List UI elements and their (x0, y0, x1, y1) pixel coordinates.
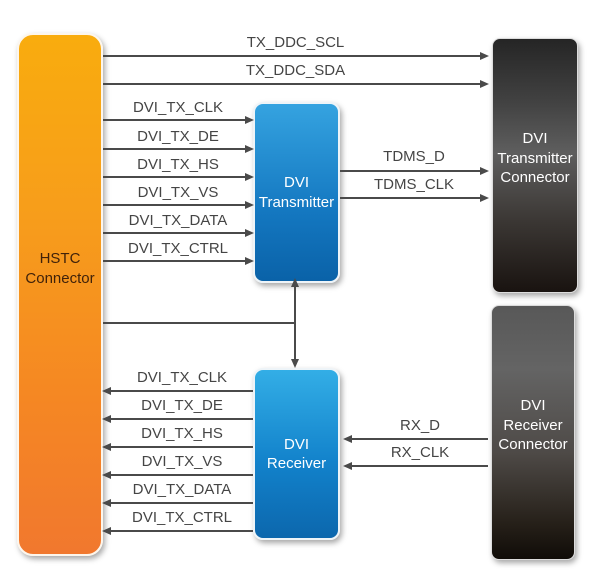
signal-label-dvi-tx-vs: DVI_TX_VS (137, 184, 219, 201)
bidirectional-arrow-transmitter-receiver (291, 278, 298, 368)
dvi-receiver-connector-label: DVI Receiver Connector (498, 397, 568, 454)
wire-tx-ddc-scl-arrow-right (103, 52, 489, 59)
wire-dvi-tx-clk-arrow-right (103, 116, 254, 123)
wire-rx-dvi-tx-hs-arrow-left (102, 443, 253, 450)
block-dvi-transmitter-connector: DVI Transmitter Connector (492, 38, 578, 293)
dvi-transmitter-label: DVI Transmitter (258, 174, 335, 211)
block-dvi-receiver: DVI Receiver (253, 368, 340, 540)
block-dvi-transmitter: DVI Transmitter (253, 102, 340, 283)
signal-label-dvi-tx-clk: DVI_TX_CLK (132, 99, 224, 116)
wire-tdms-d-arrow-right (340, 167, 489, 174)
signal-label-rx-dvi-tx-de: DVI_TX_DE (141, 397, 223, 414)
wire-tx-ddc-sda-arrow-right (103, 80, 489, 87)
signal-label-rx-dvi-tx-hs: DVI_TX_HS (141, 425, 223, 442)
wire-rx-dvi-tx-vs-arrow-left (102, 471, 253, 478)
signal-label-rx-dvi-tx-vs: DVI_TX_VS (141, 453, 223, 470)
wire-hstc-loopback (103, 322, 295, 324)
signal-label-rx-dvi-tx-ctrl: DVI_TX_CTRL (131, 509, 233, 526)
signal-label-dvi-tx-ctrl: DVI_TX_CTRL (127, 240, 229, 257)
signal-label-dvi-tx-hs: DVI_TX_HS (137, 156, 219, 173)
wire-rx-dvi-tx-clk-arrow-left (102, 387, 253, 394)
wire-dvi-tx-data-arrow-right (103, 229, 254, 236)
wire-tdms-clk-arrow-right (340, 194, 489, 201)
wire-dvi-tx-ctrl-arrow-right (103, 257, 254, 264)
wire-rx-clk-arrow-left (343, 462, 488, 469)
block-dvi-receiver-connector: DVI Receiver Connector (491, 305, 575, 560)
wire-rx-dvi-tx-ctrl-arrow-left (102, 527, 253, 534)
signal-label-tx-ddc-scl: TX_DDC_SCL (246, 34, 345, 51)
signal-label-rx-clk: RX_CLK (390, 444, 450, 461)
signal-label-rx-d: RX_D (399, 417, 440, 434)
dvi-transmitter-connector-label: DVI Transmitter Connector (497, 130, 573, 187)
signal-label-rx-dvi-tx-clk: DVI_TX_CLK (136, 369, 228, 386)
signal-label-rx-dvi-tx-data: DVI_TX_DATA (132, 481, 232, 498)
signal-label-dvi-tx-de: DVI_TX_DE (137, 128, 219, 145)
wire-rx-dvi-tx-data-arrow-left (102, 499, 253, 506)
block-hstc-connector: HSTC Connector (17, 33, 103, 556)
wire-dvi-tx-de-arrow-right (103, 145, 254, 152)
signal-label-dvi-tx-data: DVI_TX_DATA (128, 212, 228, 229)
hstc-connector-label: HSTC Connector (25, 250, 95, 287)
dvi-receiver-label: DVI Receiver (266, 435, 327, 473)
wire-rx-dvi-tx-de-arrow-left (102, 415, 253, 422)
signal-label-tdms-clk: TDMS_CLK (373, 176, 455, 193)
wire-dvi-tx-vs-arrow-right (103, 201, 254, 208)
wire-rx-d-arrow-left (343, 435, 488, 442)
wire-dvi-tx-hs-arrow-right (103, 173, 254, 180)
signal-label-tx-ddc-sda: TX_DDC_SDA (245, 62, 346, 79)
signal-label-tdms-d: TDMS_D (383, 148, 445, 165)
